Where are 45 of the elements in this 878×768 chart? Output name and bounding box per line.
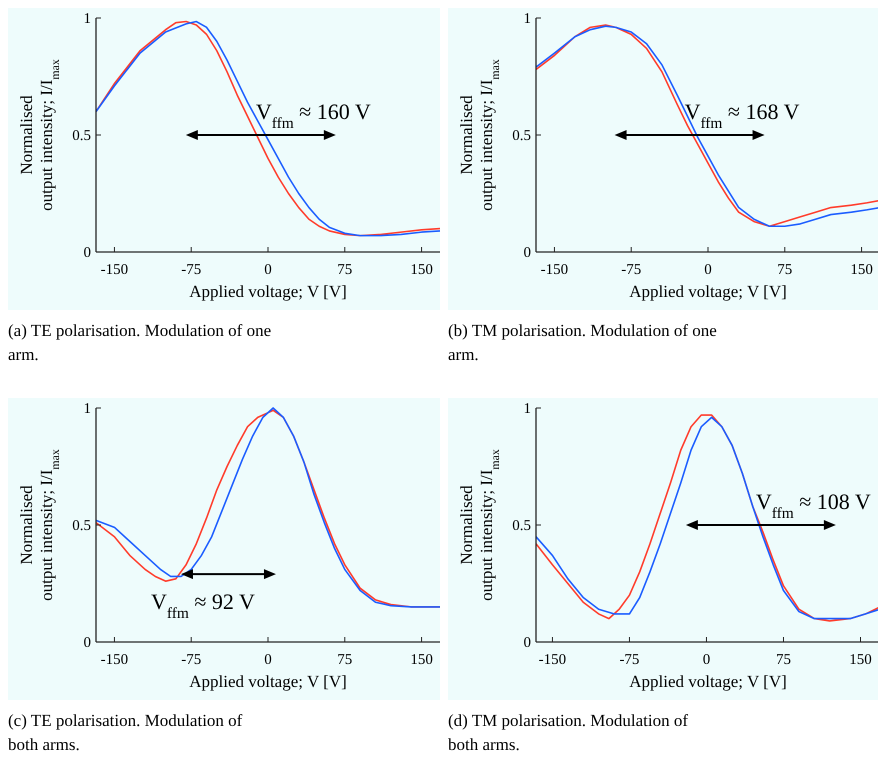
text: (a) TE polarisation. Modulation of one arm.	[8, 321, 272, 364]
x-tick-label: 0	[704, 262, 712, 278]
y-tick-label: 0	[524, 245, 531, 261]
y-tick-label: 0.5	[512, 128, 531, 144]
y-tick-label: 0	[524, 635, 531, 651]
x-tick-label: -150	[540, 262, 568, 278]
x-tick-label: 0	[702, 652, 710, 668]
x-tick-label: 75	[337, 652, 352, 668]
text: (b) TM polarisation. Modulation of one arm.	[448, 321, 717, 364]
x-axis-title: Applied voltage; V [V]	[189, 282, 347, 301]
x-tick-label: 75	[337, 262, 352, 278]
x-tick-label: 150	[410, 262, 433, 278]
x-tick-label: -75	[621, 262, 642, 278]
annotation: V$_{ffm}$ ≈ 108 V	[756, 489, 871, 522]
y-tick-label: 1	[84, 401, 91, 417]
x-tick-label: 150	[850, 262, 873, 278]
x-axis-title: Applied voltage; V [V]	[629, 282, 787, 301]
line-series	[95, 20, 441, 236]
x-tick-label: 150	[849, 652, 872, 668]
y-tick-label: 1	[524, 11, 531, 27]
x-tick-label: 0	[264, 262, 272, 278]
x-tick-label: -75	[619, 652, 640, 668]
y-tick-label: 0.5	[512, 518, 531, 534]
x-tick-label: -150	[538, 652, 566, 668]
x-tick-label: 0	[264, 652, 272, 668]
y-tick-label: 0.5	[72, 128, 91, 144]
text: (c) TE polarisation. Modulation of both arms.	[8, 711, 243, 754]
y-tick-label: 1	[84, 11, 91, 27]
x-axis-title: Applied voltage; V [V]	[629, 672, 787, 691]
x-tick-label: -150	[100, 262, 128, 278]
x-tick-label: -150	[100, 652, 128, 668]
y-tick-label: 0	[84, 635, 91, 651]
x-tick-label: 150	[410, 652, 433, 668]
x-tick-label: 75	[777, 262, 792, 278]
x-tick-label: -75	[181, 652, 202, 668]
x-tick-label: -75	[181, 262, 202, 278]
annotation: V$_{ffm}$ ≈ 92 V	[150, 589, 255, 622]
annotation: V$_{ffm}$ ≈ 168 V	[684, 99, 800, 132]
y-tick-label: 0.5	[72, 518, 91, 534]
x-tick-label: 75	[776, 652, 791, 668]
text: (d) TM polarisation. Modulation of both arms.	[448, 711, 688, 754]
x-axis-title: Applied voltage; V [V]	[189, 672, 347, 691]
annotation: V$_{ffm}$ ≈ 160 V	[256, 99, 371, 132]
y-tick-label: 0	[84, 245, 91, 261]
y-tick-label: 1	[524, 401, 531, 417]
